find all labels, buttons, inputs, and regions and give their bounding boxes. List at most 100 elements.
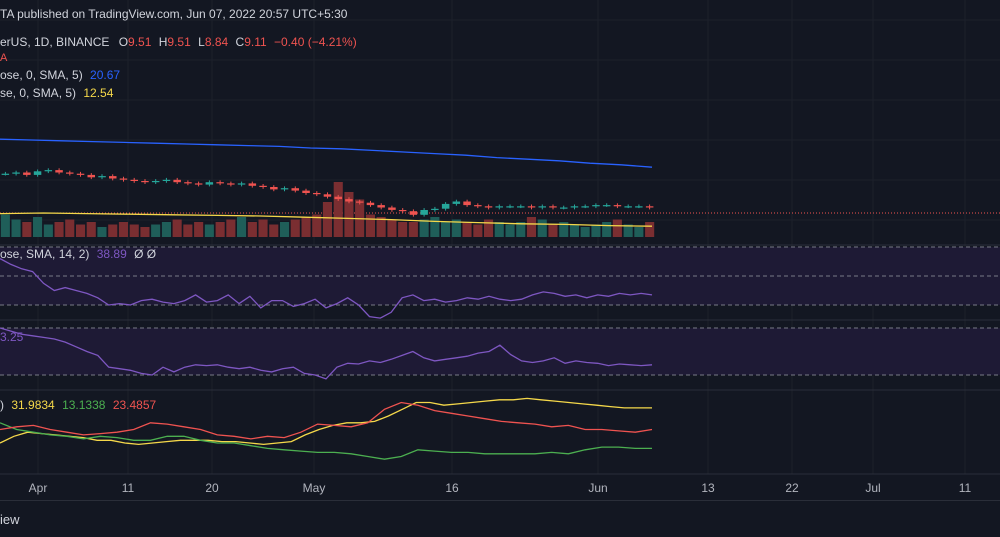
volume-bar: [623, 224, 633, 237]
candle-body: [388, 207, 396, 210]
ma-fast-line[interactable]: [0, 212, 653, 227]
candle-body: [227, 183, 235, 185]
volume-bar: [54, 222, 64, 237]
candle-body: [613, 205, 622, 207]
candle-body: [33, 171, 42, 175]
open-label: O: [118, 35, 129, 49]
candle-body: [194, 183, 203, 185]
volume-bar: [612, 219, 622, 237]
time-tick-label: 11: [959, 481, 972, 495]
candle-body: [141, 181, 149, 183]
volume-bar: [591, 224, 601, 237]
dmi-minus-value: 23.4857: [112, 398, 157, 412]
published-caption: TA published on TradingView.com, Jun 07,…: [0, 7, 348, 21]
candlesticks[interactable]: [1, 168, 654, 217]
candle-body: [602, 205, 611, 207]
time-tick-label: Jul: [865, 481, 880, 495]
volume-bar: [312, 214, 322, 237]
volume-bars: [0, 182, 655, 237]
minus-di-line[interactable]: [0, 401, 653, 440]
candle-body: [356, 201, 364, 203]
footer-brand[interactable]: iew: [0, 512, 20, 527]
volume-bar: [0, 214, 10, 237]
candle-body: [302, 190, 310, 193]
time-tick-label: 13: [701, 481, 715, 495]
volume-bar: [258, 219, 268, 237]
candle-body: [409, 211, 418, 215]
ma1-legend[interactable]: ose, 0, SMA, 5) 20.67: [0, 68, 120, 82]
volume-bar: [398, 222, 408, 237]
candle-body: [291, 188, 299, 191]
high-value: 9.51: [167, 35, 191, 49]
grid-lines: [0, 0, 1000, 474]
candle-body: [624, 206, 632, 208]
dmi-legend[interactable]: ) 31.9834 13.1338 23.4857: [0, 398, 156, 412]
volume-bar: [387, 219, 397, 237]
volume-bar: [580, 227, 590, 237]
candle-body: [635, 206, 643, 208]
candle-body: [313, 193, 321, 195]
volume-bar: [194, 222, 204, 237]
candle-body: [506, 206, 514, 208]
plus-di-line[interactable]: [0, 422, 652, 460]
time-tick-label: 16: [445, 481, 459, 495]
volume-bar: [33, 217, 43, 237]
open-value: 9.51: [128, 35, 152, 49]
candle-body: [237, 183, 246, 185]
volume-bar: [108, 224, 118, 237]
candle-body: [130, 179, 138, 181]
symbol-legend[interactable]: erUS, 1D, BINANCE O9.51 H9.51 L8.84 C9.1…: [0, 35, 357, 49]
candle-body: [334, 196, 342, 200]
symbol-name: erUS, 1D, BINANCE: [0, 35, 110, 49]
adx-line[interactable]: [0, 397, 652, 446]
volume-bar: [247, 222, 257, 237]
candle-body: [259, 185, 267, 187]
volume-bar: [65, 219, 75, 237]
candle-body: [248, 183, 257, 186]
low-value: 8.84: [204, 35, 229, 49]
volume-bar: [505, 224, 515, 237]
candle-body: [517, 206, 525, 208]
ma2-legend[interactable]: se, 0, SMA, 5) 12.54: [0, 86, 113, 100]
stoch-value: 3.25: [0, 330, 24, 344]
candle-body: [538, 206, 546, 208]
high-label: H: [158, 35, 168, 49]
candle-body: [463, 201, 471, 206]
ma2-value: 12.54: [83, 86, 114, 100]
candle-body: [581, 206, 589, 208]
volume-bar: [11, 219, 21, 237]
volume-bar: [204, 224, 214, 237]
volume-bar: [301, 217, 311, 237]
volume-bar: [333, 182, 343, 237]
candle-body: [560, 207, 568, 209]
ma1-value: 20.67: [90, 68, 121, 82]
time-tick-label: Jun: [588, 481, 607, 495]
volume-bar: [86, 222, 96, 237]
time-axis[interactable]: Apr 11 20 May 16 Jun 13 22 Jul 11: [29, 481, 972, 495]
ma-slow-line[interactable]: [0, 138, 653, 168]
candle-body: [484, 206, 493, 208]
volume-bar: [408, 222, 418, 237]
time-tick-label: 11: [122, 481, 135, 495]
volume-bar: [280, 222, 290, 237]
rsi-line[interactable]: [0, 258, 653, 319]
volume-bar: [237, 217, 247, 237]
time-tick-label: 20: [205, 481, 219, 495]
volume-bar: [602, 222, 612, 237]
rsi-legend[interactable]: ose, SMA, 14, 2) 38.89 Ø Ø: [0, 247, 156, 261]
candle-body: [441, 203, 450, 209]
stoch-rsi-line[interactable]: [0, 327, 653, 380]
volume-bar: [376, 217, 386, 237]
candle-body: [184, 182, 192, 184]
candle-body: [398, 210, 407, 212]
candle-body: [377, 205, 385, 208]
volume-bar: [269, 224, 279, 237]
volume-bar: [419, 219, 429, 237]
candle-body: [592, 205, 600, 207]
volume-bar: [140, 227, 150, 237]
change-value: −0.40 (−4.21%): [274, 35, 357, 49]
volume-bar: [22, 222, 32, 237]
candle-body: [495, 206, 503, 208]
candle-body: [527, 206, 536, 208]
